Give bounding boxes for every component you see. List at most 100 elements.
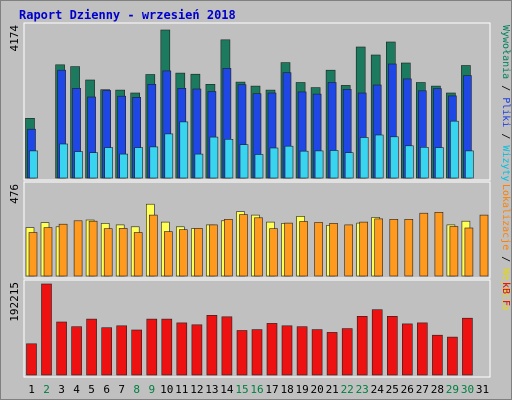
bar-lokalizacje	[239, 214, 248, 277]
day-label: 1	[28, 383, 35, 396]
bar-wizyty	[419, 147, 429, 179]
bar-kbf	[401, 323, 413, 376]
bar-lokalizacje	[149, 214, 158, 277]
day-label: 24	[371, 383, 385, 396]
legend-entry: Pliki	[500, 97, 511, 127]
legend: Wywołania / Pliki / Wizyty	[500, 25, 511, 182]
day-label: 23	[356, 383, 369, 396]
day-label: 3	[58, 383, 65, 396]
day-label: 25	[386, 383, 399, 396]
bar-wizyty	[374, 134, 384, 179]
bar-wizyty	[344, 152, 354, 179]
bar-lokalizacje	[419, 212, 429, 277]
bar-lokalizacje	[404, 219, 414, 277]
legend-entry: Wejścia	[500, 268, 512, 310]
bar-wizyty	[435, 147, 444, 179]
bar-kbf	[386, 315, 398, 376]
day-label: 20	[310, 383, 323, 396]
day-label: 19	[295, 383, 308, 396]
bar-lokalizacje	[359, 221, 369, 277]
bar-lokalizacje	[179, 229, 188, 277]
day-label: 9	[148, 383, 155, 396]
bar-lokalizacje	[314, 222, 323, 277]
bar-lokalizacje	[224, 219, 233, 277]
bar-lokalizacje	[329, 223, 338, 277]
panel-1: 4174 Wywołania / Pliki / Wizyty	[8, 22, 511, 182]
bar-lokalizacje	[73, 220, 83, 277]
bar-kbf	[221, 316, 233, 376]
day-label: 31	[476, 383, 489, 396]
bar-lokalizacje	[389, 219, 399, 277]
legend-entry: Wizyty	[500, 145, 511, 181]
bar-kbf	[341, 328, 353, 376]
bar-wizyty	[284, 145, 294, 179]
bar-lokalizacje	[464, 227, 474, 277]
bar-kbf	[236, 330, 248, 376]
bar-lokalizacje	[344, 224, 354, 277]
bar-lokalizacje	[374, 218, 384, 277]
bar-lokalizacje	[194, 228, 203, 277]
day-label: 22	[341, 383, 354, 396]
y-max-label: 192215	[8, 282, 21, 322]
bar-wizyty	[104, 147, 113, 179]
panel-3: 192215 kB F	[8, 279, 511, 378]
bar-wizyty	[239, 144, 249, 179]
bar-wizyty	[450, 120, 459, 179]
bar-wizyty	[74, 151, 83, 179]
bar-kbf	[432, 334, 443, 376]
day-label: 16	[250, 383, 263, 396]
bar-kbf	[56, 321, 67, 376]
bar-wizyty	[359, 137, 369, 179]
day-label: 10	[160, 383, 173, 396]
bar-lokalizacje	[269, 228, 278, 277]
bar-kbf	[356, 315, 368, 376]
legend-entry: kB F	[500, 282, 511, 306]
bar-lokalizacje	[209, 224, 218, 277]
bar-wizyty	[149, 146, 159, 179]
bar-kbf	[251, 329, 263, 376]
bar-kbf	[326, 332, 338, 376]
day-label: 13	[205, 383, 218, 396]
bar-wizyty	[209, 136, 219, 179]
day-label: 26	[401, 383, 414, 396]
day-label: 14	[220, 383, 234, 396]
legend: Lokalizacje / Wejścia	[500, 184, 512, 310]
bar-kbf	[146, 318, 158, 376]
chart-title: Raport Dzienny - wrzesień 2018	[19, 8, 236, 22]
day-label: 7	[118, 383, 125, 396]
day-label: 4	[73, 383, 80, 396]
bar-kbf	[26, 343, 37, 376]
bar-lokalizacje	[88, 220, 98, 277]
bar-wizyty	[194, 153, 204, 179]
bar-lokalizacje	[43, 227, 53, 277]
day-label: 17	[265, 383, 278, 396]
bar-wizyty	[329, 150, 339, 179]
legend-entry: Wywołania	[500, 25, 511, 79]
bar-wizyty	[314, 150, 324, 179]
bar-lokalizacje	[479, 214, 489, 277]
legend-entry: Lokalizacje	[500, 184, 511, 250]
bar-kbf	[266, 323, 278, 376]
panel-2: 476 Lokalizacje / Wejścia	[8, 181, 512, 310]
day-label: 18	[280, 383, 293, 396]
bar-kbf	[86, 318, 97, 376]
bar-kbf	[311, 329, 323, 376]
bar-wizyty	[389, 136, 399, 179]
bar-kbf	[101, 327, 112, 376]
bar-wizyty	[465, 150, 474, 179]
day-label: 5	[88, 383, 95, 396]
bar-kbf	[41, 283, 52, 376]
bar-wizyty	[134, 147, 143, 179]
day-label: 27	[416, 383, 429, 396]
day-label: 8	[133, 383, 140, 396]
bar-kbf	[191, 324, 203, 376]
bar-lokalizacje	[299, 221, 308, 277]
bar-kbf	[176, 322, 188, 376]
bar-wizyty	[404, 145, 414, 179]
bar-wizyty	[299, 150, 309, 179]
bar-lokalizacje	[58, 223, 68, 277]
day-label: 2	[43, 383, 50, 396]
bar-wizyty	[254, 154, 264, 179]
legend: kB F	[500, 282, 511, 306]
